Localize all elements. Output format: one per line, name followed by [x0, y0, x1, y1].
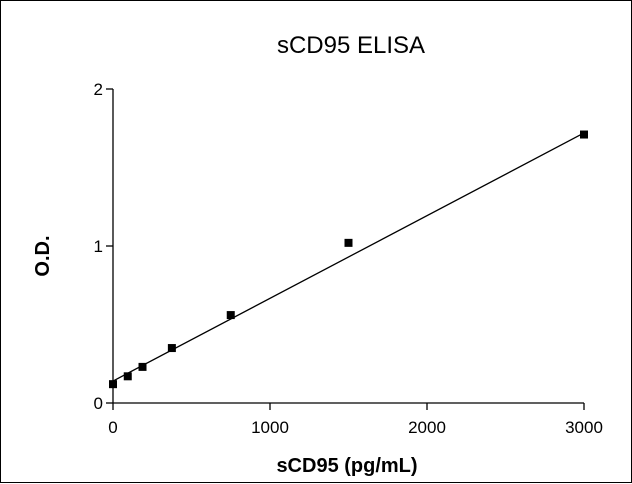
- data-point: [344, 238, 353, 247]
- fit-line: [112, 132, 585, 382]
- y-tick-label: 1: [94, 237, 103, 256]
- data-point: [138, 362, 147, 371]
- x-tick-label: 1000: [251, 418, 289, 437]
- data-point: [123, 372, 132, 381]
- x-axis-label: sCD95 (pg/mL): [276, 455, 417, 477]
- data-point: [167, 344, 176, 353]
- y-axis-label: O.D.: [32, 235, 54, 276]
- data-point: [580, 130, 588, 139]
- data-points: [109, 130, 588, 389]
- y-tick-label: 0: [94, 394, 103, 413]
- x-axis-ticks: 0 1000 2000 3000: [108, 403, 603, 437]
- data-point: [109, 380, 117, 389]
- axes: 0 1 2 0 1000 2000 3000: [94, 80, 603, 437]
- x-tick-label: 3000: [565, 418, 603, 437]
- y-tick-label: 2: [94, 80, 103, 99]
- x-tick-label: 2000: [408, 418, 446, 437]
- chart-title: sCD95 ELISA: [277, 32, 425, 59]
- y-axis-ticks: 0 1 2: [94, 80, 113, 413]
- data-point: [226, 311, 235, 320]
- x-tick-label: 0: [108, 418, 117, 437]
